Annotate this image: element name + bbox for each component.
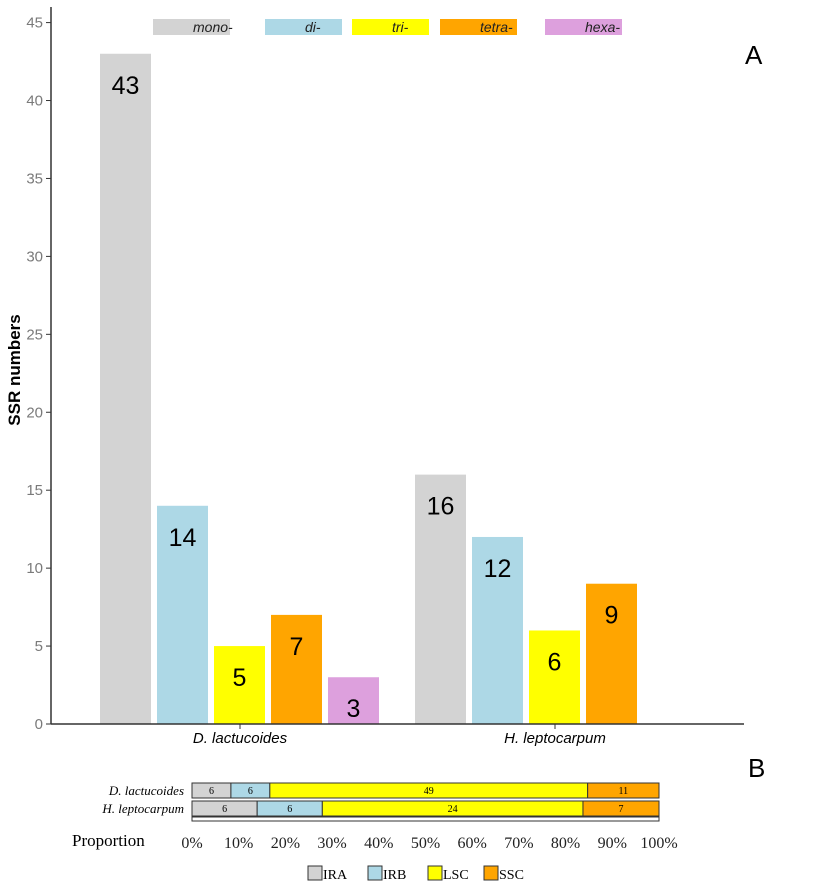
legend-a: mono-di-tri-tetra-hexa- [153,19,622,35]
x-tick-label-b: 90% [598,835,627,852]
y-tick-label: 40 [26,93,43,110]
legend-swatch-b-irb [367,865,383,881]
bar-value-h-leptocarpum-tri: 6 [548,648,562,676]
species-labels-b: D. lactucoides H. leptocarpum [101,783,184,816]
y-tick-label: 20 [26,404,43,421]
x-tick-label-b: 20% [271,835,300,852]
x-tick-label-b: 70% [504,835,533,852]
y-axis-ticks: 0 5 10 15 20 25 30 35 40 45 [26,15,51,733]
x-tick-label-b: 30% [317,835,346,852]
legend-swatch-b-ssc [483,865,499,881]
y-tick-label: 15 [26,482,43,499]
segment-value-d-lactucoides-ssc: 11 [619,786,629,797]
x-tick-label-b: 0% [181,835,202,852]
bar-labels-a: 43 14 5 7 3 16 12 6 9 [112,72,619,723]
legend-swatch-tri [352,19,429,35]
bar-d-lactucoides-tri [214,646,265,724]
species-label-d-lactucoides: D. lactucoides [108,783,184,798]
bar-d-lactucoides-mono [100,53,151,725]
y-axis-title: SSR numbers [5,314,24,425]
bar-value-d-lactucoides-mono: 43 [112,72,140,100]
segment-value-h-leptocarpum-ssc: 7 [618,804,623,815]
legend-label-di: di- [305,19,321,35]
stacked-bars-b [191,782,660,822]
panel-label-a: A [745,40,763,70]
bar-value-d-lactucoides-tetra: 7 [290,633,304,661]
segment-value-d-lactucoides-ira: 6 [209,786,214,797]
chart-a: A SSR numbers mono-di-tri-tetra-hexa- 0 5… [5,7,763,747]
bar-value-d-lactucoides-di: 14 [169,524,197,552]
segment-value-d-lactucoides-lsc: 49 [424,786,434,797]
legend-label-b-lsc: LSC [443,868,469,883]
segment-value-h-leptocarpum-irb: 6 [287,804,292,815]
bar-h-leptocarpum-mono [415,474,466,724]
legend-swatch-b-ira [307,865,323,881]
y-tick-label: 0 [35,716,43,733]
bar-d-lactucoides-hexa [328,677,379,724]
bar-d-lactucoides-di [157,505,208,724]
legend-label-b-ira: IRA [323,868,348,883]
segment-labels-b: 6 6 49 116 6 24 7 [209,786,628,815]
legend-swatch-di [265,19,342,35]
x-tick-label-b: 40% [364,835,393,852]
bar-value-h-leptocarpum-di: 12 [484,555,512,583]
legend-swatch-b-lsc [427,865,443,881]
x-axis-categories: D. lactucoides H. leptocarpum [193,724,606,747]
b-axis-frame [191,816,660,822]
x-tick-label-b: 10% [224,835,253,852]
x-tick-label-b: 60% [458,835,487,852]
legend-b: IRA IRB LSC SSC [307,865,524,883]
bar-h-leptocarpum-tri [529,630,580,724]
legend-label-hexa: hexa- [585,19,620,35]
segment-d-lactucoides-ssc [587,782,660,799]
x-tick-label-b: 50% [411,835,440,852]
y-tick-label: 10 [26,560,43,577]
legend-label-b-ssc: SSC [499,868,524,883]
segment-h-leptocarpum-ssc [582,800,660,817]
panel-label-b: B [748,753,765,783]
y-tick-label: 5 [35,638,43,655]
bars-a [100,53,637,725]
bar-value-d-lactucoides-hexa: 3 [347,695,361,723]
y-tick-label: 45 [26,15,43,32]
category-label-d-lactucoides: D. lactucoides [193,730,288,747]
x-axis-title-b: Proportion [72,831,145,850]
x-tick-label-b: 100% [640,835,677,852]
segment-value-h-leptocarpum-ira: 6 [222,804,227,815]
y-tick-label: 35 [26,170,43,187]
segment-value-h-leptocarpum-lsc: 24 [448,804,458,815]
x-tick-label-b: 80% [551,835,580,852]
legend-swatch-tetra [440,19,517,35]
species-label-h-leptocarpum: H. leptocarpum [101,801,184,816]
bar-h-leptocarpum-di [472,536,523,724]
bar-value-h-leptocarpum-mono: 16 [427,493,455,521]
x-axis-ticks-b: 0% 10% 20% 30% 40% 50% 60% 70% 80% 90% 100% [181,835,677,852]
y-tick-label: 30 [26,248,43,265]
legend-label-tri: tri- [392,19,409,35]
bar-value-h-leptocarpum-tetra: 9 [605,602,619,630]
legend-swatch-mono [153,19,230,35]
legend-label-tetra: tetra- [480,19,513,35]
category-label-h-leptocarpum: H. leptocarpum [504,730,606,747]
y-tick-label: 25 [26,326,43,343]
legend-swatch-hexa [545,19,622,35]
segment-value-d-lactucoides-irb: 6 [248,786,253,797]
bar-h-leptocarpum-tetra [586,583,637,724]
legend-label-mono: mono- [193,19,233,35]
bar-d-lactucoides-tetra [271,614,322,724]
bar-value-d-lactucoides-tri: 5 [233,664,247,692]
legend-label-b-irb: IRB [383,868,406,883]
